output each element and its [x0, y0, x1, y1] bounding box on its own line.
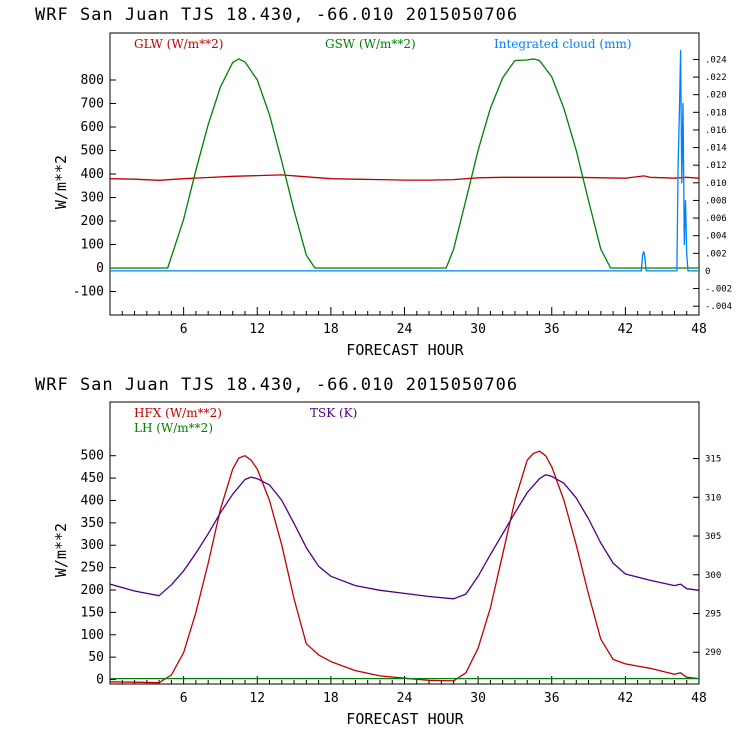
chart-1-ytick-label: 300 [81, 191, 104, 206]
chart-2-xtick-label: 36 [544, 691, 560, 706]
chart-2-y2tick-label: 300 [705, 571, 721, 581]
chart-2-xtick-label: 48 [691, 691, 707, 706]
chart-1-xtick-label: 42 [618, 322, 634, 337]
chart-1-ytick-label: 200 [81, 214, 104, 229]
chart-1-frame [109, 32, 700, 316]
chart-1-series-line-1 [110, 58, 699, 269]
chart-1-ytick-label: 400 [81, 167, 104, 182]
chart-2: WRF San Juan TJS 18.430, -66.010 2015050… [35, 375, 721, 728]
chart-2-legend-hfx: HFX (W/m**2) [134, 406, 222, 420]
chart-2-xtick-label: 42 [618, 691, 634, 706]
chart-1-y2tick-label: .010 [705, 179, 727, 189]
chart-2-xtick-label: 12 [249, 691, 265, 706]
chart-1-xtick-label: 24 [397, 322, 413, 337]
chart-1-legend-glw: GLW (W/m**2) [134, 37, 223, 51]
chart-2-xtick-label: 6 [180, 691, 188, 706]
chart-2-ytick-label: 100 [81, 628, 104, 643]
chart-1-y2tick-label: .020 [705, 91, 727, 101]
chart-2-ytick-label: 150 [81, 605, 104, 620]
chart-2-legend-tsk: TSK (K) [310, 406, 357, 420]
chart-1-title: WRF San Juan TJS 18.430, -66.010 2015050… [35, 5, 518, 25]
chart-2-xtick-label: 24 [397, 691, 413, 706]
chart-2-y2tick-label: 315 [705, 455, 721, 465]
chart-2-ytick-label: 200 [81, 583, 104, 598]
chart-2-legend-lh: LH (W/m**2) [134, 421, 213, 435]
chart-1-ytick-label: 600 [81, 120, 104, 135]
chart-1-y2tick-label: .006 [705, 214, 727, 224]
chart-1-xtick-label: 30 [470, 322, 486, 337]
chart-1-y2tick-label: .012 [705, 161, 727, 171]
chart-1-ylabel: W/m**2 [52, 155, 70, 209]
chart-2-y2tick-label: 290 [705, 648, 721, 658]
chart-1-y2tick-label: -.002 [705, 285, 732, 295]
chart-1-y2tick-label: .022 [705, 73, 727, 83]
chart-1-y2tick-label: .014 [705, 144, 727, 154]
chart-1-ytick-label: -100 [73, 285, 104, 300]
chart-1-legend-gsw: GSW (W/m**2) [325, 37, 416, 51]
chart-1-y2tick-label: .018 [705, 108, 727, 118]
chart-1-xlabel: FORECAST HOUR [346, 341, 464, 359]
chart-1-legend-cloud: Integrated cloud (mm) [494, 37, 632, 51]
chart-1-xtick-label: 48 [691, 322, 707, 337]
chart-1-y2tick-label: .008 [705, 196, 727, 206]
chart-1-xtick-label: 12 [249, 322, 265, 337]
chart-1-y2tick-label: .002 [705, 249, 727, 259]
chart-1: WRF San Juan TJS 18.430, -66.010 2015050… [35, 5, 732, 359]
chart-2-xtick-label: 18 [323, 691, 339, 706]
chart-2-xlabel: FORECAST HOUR [346, 710, 464, 728]
chart-1-ytick-label: 0 [96, 261, 104, 276]
chart-2-ytick-label: 50 [88, 650, 104, 665]
chart-2-y2tick-label: 295 [705, 610, 721, 620]
chart-2-ytick-label: 500 [81, 449, 104, 464]
chart-1-y2tick-label: .024 [705, 55, 727, 65]
chart-1-series-line-0 [109, 174, 700, 181]
chart-2-xtick-label: 30 [470, 691, 486, 706]
chart-2-series-line-0 [109, 450, 700, 684]
chart-2-y2tick-label: 310 [705, 493, 721, 503]
chart-2-ytick-label: 250 [81, 561, 104, 576]
chart-1-xtick-label: 6 [180, 322, 188, 337]
chart-1-ytick-label: 700 [81, 97, 104, 112]
chart-1-ytick-label: 800 [81, 73, 104, 88]
chart-2-ytick-label: 300 [81, 538, 104, 553]
chart-1-y2tick-label: .004 [705, 232, 727, 242]
chart-1-ytick-label: 500 [81, 144, 104, 159]
chart-1-y2tick-label: .016 [705, 126, 727, 136]
chart-1-xtick-label: 18 [323, 322, 339, 337]
chart-1-ytick-label: 100 [81, 238, 104, 253]
chart-1-series-line-2 [110, 49, 699, 272]
chart-2-ylabel: W/m**2 [52, 523, 70, 577]
chart-2-ytick-label: 400 [81, 493, 104, 508]
chart-2-title: WRF San Juan TJS 18.430, -66.010 2015050… [35, 375, 518, 395]
chart-1-y2tick-label: -.004 [705, 302, 732, 312]
chart-1-xtick-label: 36 [544, 322, 560, 337]
chart-2-ytick-label: 350 [81, 516, 104, 531]
chart-2-ytick-label: 450 [81, 471, 104, 486]
chart-2-y2tick-label: 305 [705, 532, 721, 542]
chart-2-frame [109, 401, 700, 685]
chart-1-y2tick-label: 0 [705, 267, 710, 277]
chart-2-ytick-label: 0 [96, 673, 104, 688]
chart-2-series-line-2 [109, 474, 700, 600]
